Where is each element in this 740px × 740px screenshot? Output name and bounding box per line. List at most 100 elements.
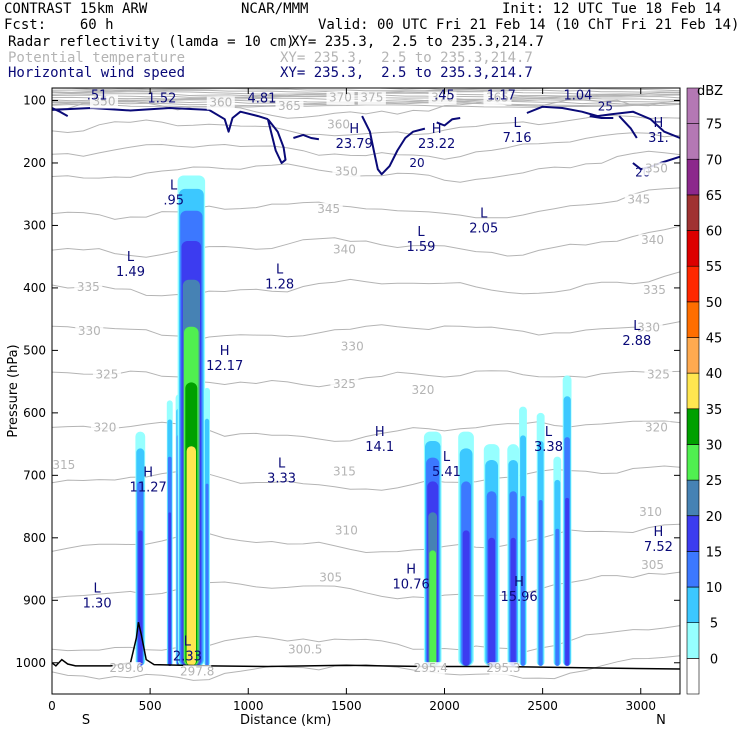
- x-tick-label: 500: [139, 699, 162, 713]
- theta-contour-label: 325: [647, 368, 670, 382]
- hl-value: 1.17: [487, 88, 516, 103]
- theta-label-bg: [416, 662, 445, 676]
- x-tick-label: 1000: [233, 699, 264, 713]
- hl-letter: H: [654, 525, 664, 540]
- hl-letter: L: [94, 73, 102, 88]
- reflectivity-level: [462, 530, 470, 666]
- field-theta-name: Potential temperature: [8, 50, 186, 66]
- hl-value: 1.28: [265, 278, 294, 293]
- colorbar-swatch: [686, 479, 700, 517]
- hl-letter: H: [406, 563, 416, 578]
- colorbar-swatch: [686, 230, 700, 267]
- hl-letter: H: [654, 116, 664, 131]
- theta-contour-line: [52, 271, 680, 297]
- hl-value: 23.22: [418, 137, 455, 152]
- hl-letter: H: [257, 76, 267, 91]
- model-title: CONTRAST 15km ARW: [4, 1, 148, 17]
- plot-frame: [51, 87, 681, 695]
- theta-contours: [52, 98, 680, 681]
- theta-contour-line: [52, 321, 680, 342]
- theta-label-bg: [183, 665, 212, 679]
- theta-label-bg: [640, 284, 669, 298]
- reflectivity-level: [538, 500, 543, 666]
- wind-contour-line: [526, 105, 680, 139]
- reflectivity-level: [429, 550, 436, 666]
- hl-value: 1.49: [116, 265, 145, 280]
- theta-contour-line: [52, 132, 680, 160]
- theta-label-bg: [330, 377, 359, 391]
- theta-contour-label: 370: [431, 91, 454, 105]
- hl-letter: H: [143, 466, 153, 481]
- hl-letter: L: [127, 250, 135, 265]
- reflectivity-level: [510, 537, 516, 666]
- colorbar-swatch: [686, 658, 700, 695]
- theta-label-bg: [638, 559, 667, 573]
- direction-south: S: [82, 713, 90, 728]
- theta-contour-line: [52, 571, 680, 600]
- colorbar-swatch: [686, 622, 700, 659]
- theta-contour-label: 315: [333, 464, 356, 478]
- theta-contour-label: 320: [94, 421, 117, 435]
- theta-contour-label: 345: [317, 202, 340, 216]
- hl-letter: L: [278, 456, 286, 471]
- hl-value: .51: [87, 88, 108, 103]
- theta-label-bg: [636, 505, 665, 519]
- theta-contour-labels: 315 320 325 330 335 340 345 350 315 310 305 300.5 36…: [52, 91, 673, 679]
- forecast-hour: Fcst: 60 h: [4, 17, 114, 33]
- hl-letter: L: [574, 73, 582, 88]
- hl-value: 14.1: [365, 440, 394, 455]
- x-tick-label: 1500: [331, 699, 362, 713]
- colorbar-swatch: [686, 372, 700, 410]
- theta-contour-label: 360: [209, 96, 232, 110]
- hl-value: 1.59: [406, 240, 435, 255]
- y-tick-label: 400: [23, 281, 46, 295]
- theta-contour-label: 325: [333, 377, 356, 391]
- theta-contour-line: [52, 187, 680, 220]
- reflectivity-level: [488, 537, 496, 666]
- theta-label-bg: [314, 202, 343, 216]
- hl-value: 2.05: [469, 221, 498, 236]
- theta-contour-label: 335: [77, 280, 100, 294]
- hl-value: 12.17: [206, 359, 243, 374]
- hl-value: 15.96: [500, 590, 537, 605]
- reflectivity-level: [565, 497, 570, 666]
- wind-contour-line: [52, 107, 69, 117]
- hl-value: 4.81: [248, 91, 277, 106]
- hl-value: 3.33: [267, 471, 296, 486]
- theta-label-bg: [332, 524, 361, 538]
- reflectivity-level: [186, 446, 196, 666]
- hl-value: 3.38: [534, 440, 563, 455]
- colorbar-level-label: 45: [706, 332, 723, 347]
- axes: 0 500 1000 1500 2000 2500 3000 100 200 300 400 500 6…: [15, 88, 680, 713]
- theta-label-bg: [483, 91, 512, 105]
- wind-contour-line: [589, 115, 614, 119]
- colorbar-level-label: 55: [706, 260, 723, 275]
- theta-contour-label: 310: [335, 524, 358, 538]
- theta-contour-line: [52, 625, 680, 653]
- hl-value: 5.41: [432, 465, 461, 480]
- wind-contour-line: [618, 115, 638, 139]
- theta-contour-line: [52, 465, 680, 491]
- theta-label-bg: [624, 193, 653, 207]
- organization: NCAR/MMM: [241, 1, 309, 17]
- theta-label-bg: [75, 324, 104, 338]
- theta-label-bg: [316, 571, 345, 585]
- theta-contour-label: 320: [411, 383, 434, 397]
- theta-label-bg: [489, 662, 518, 676]
- reflectivity-level: [521, 495, 525, 666]
- theta-contour-label: 320: [645, 421, 668, 435]
- reflectivity-cells: [135, 175, 572, 666]
- hl-value: .95: [163, 193, 184, 208]
- theta-label-bg: [74, 281, 103, 295]
- wind-contour-line: [52, 107, 269, 133]
- colorbar-swatch: [686, 551, 700, 588]
- reflectivity-level: [138, 530, 143, 666]
- theta-label-bg: [291, 643, 320, 657]
- theta-contour-label: 350: [93, 94, 116, 108]
- hl-value: 1.04: [563, 88, 592, 103]
- y-tick-label: 1000: [15, 656, 46, 670]
- init-time: Init: 12 UTC Tue 18 Feb 14: [502, 1, 722, 17]
- colorbar-level-label: 70: [706, 153, 723, 168]
- hl-value: 1.30: [83, 596, 112, 611]
- x-axis-label: Distance (km): [240, 713, 331, 728]
